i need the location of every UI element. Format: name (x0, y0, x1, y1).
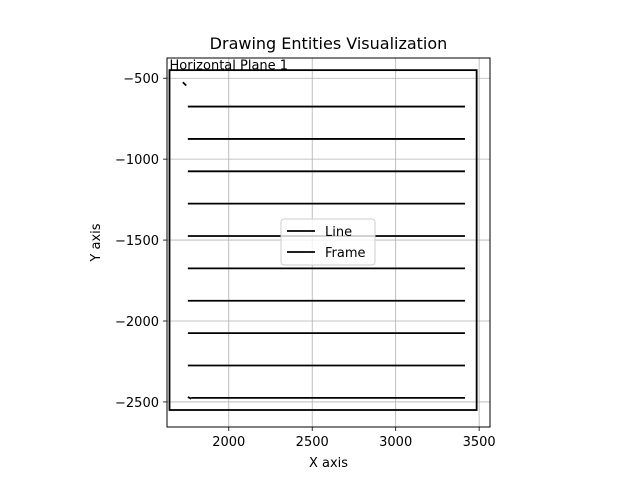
frame-rect (168, 69, 478, 411)
plane-annotation: Horizontal Plane 1 (170, 58, 289, 73)
legend-label: Line (325, 225, 352, 240)
legend-label: Frame (325, 246, 366, 261)
y-tick-label: −1000 (115, 153, 159, 168)
x-tick-label: 2500 (296, 435, 329, 450)
grid-lines (167, 58, 490, 427)
line-segment (187, 396, 192, 400)
y-tick-label: −2500 (115, 396, 159, 411)
line-segment (182, 81, 187, 87)
chart-title: Drawing Entities Visualization (210, 34, 448, 53)
x-tick-label: 3000 (379, 435, 412, 450)
x-axis-label: X axis (309, 456, 348, 471)
y-axis-label: Y axis (89, 223, 104, 262)
y-ticks: −500 −1000 −1500 −2000 −2500 (115, 72, 167, 411)
x-tick-label: 2000 (212, 435, 245, 450)
y-tick-label: −2000 (115, 315, 159, 330)
y-tick-label: −1500 (115, 234, 159, 249)
y-tick-label: −500 (123, 72, 159, 87)
legend: Line Frame (280, 218, 376, 266)
x-tick-label: 3500 (463, 435, 496, 450)
axes-frame (166, 57, 491, 428)
x-ticks: 2000 2500 3000 3500 (212, 427, 496, 450)
